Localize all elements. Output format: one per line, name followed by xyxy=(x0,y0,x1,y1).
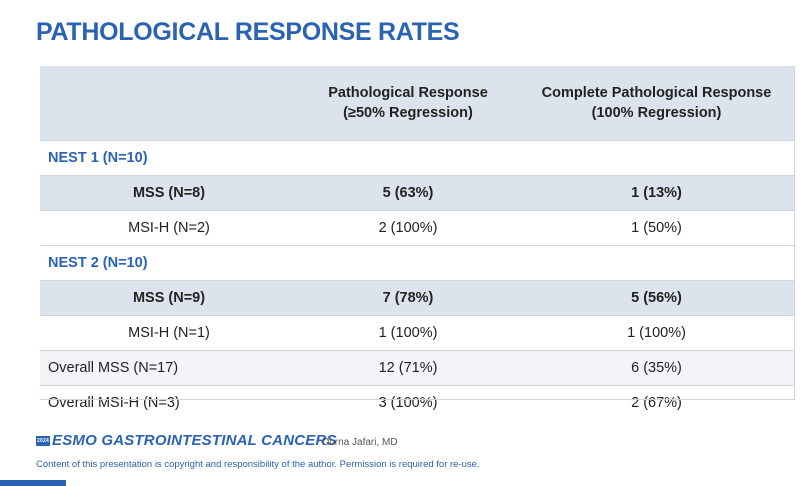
row-label: MSI-H (N=2) xyxy=(40,210,298,246)
slide-title: PATHOLOGICAL RESPONSE RATES xyxy=(36,18,460,46)
table-row: MSI-H (N=1) 1 (100%) 1 (100%) xyxy=(40,315,795,351)
copyright-notice: Content of this presentation is copyrigh… xyxy=(36,459,480,470)
row-label: Overall MSS (N=17) xyxy=(40,350,298,386)
cell-cpr: 1 (13%) xyxy=(518,175,795,211)
cell-pr: 12 (71%) xyxy=(298,350,518,386)
logo-badge: 2024 xyxy=(36,436,50,447)
header-empty-cell xyxy=(40,66,298,141)
cell-cpr: 5 (56%) xyxy=(518,280,795,316)
row-label: MSS (N=8) xyxy=(40,175,298,211)
response-rates-table: Pathological Response (≥50% Regression) … xyxy=(40,66,795,420)
header-cpr-line2: (100% Regression) xyxy=(591,105,722,121)
cell-cpr: 6 (35%) xyxy=(518,350,795,386)
cell-pr: 3 (100%) xyxy=(298,385,518,420)
row-label: MSI-H (N=1) xyxy=(40,315,298,351)
row-label: MSS (N=9) xyxy=(40,280,298,316)
cell-pr: 2 (100%) xyxy=(298,210,518,246)
table-row: MSS (N=8) 5 (63%) 1 (13%) xyxy=(40,175,795,211)
cell-cpr: 1 (50%) xyxy=(518,210,795,246)
header-pathological-response: Pathological Response (≥50% Regression) xyxy=(298,66,518,141)
table-row: MSS (N=9) 7 (78%) 5 (56%) xyxy=(40,280,795,316)
row-label: Overall MSI-H (N=3) xyxy=(40,385,298,420)
logo-text: ESMO GASTROINTESTINAL CANCERS xyxy=(52,432,337,449)
header-pr-line2: (≥50% Regression) xyxy=(343,105,473,121)
table-row-overall-msih: Overall MSI-H (N=3) 3 (100%) 2 (67%) xyxy=(40,385,795,420)
corner-accent-bar xyxy=(0,480,66,486)
cell-pr: 1 (100%) xyxy=(298,315,518,351)
cell-cpr: 2 (67%) xyxy=(518,385,795,420)
header-pr-line1: Pathological Response xyxy=(328,85,488,101)
cell-pr: 7 (78%) xyxy=(298,280,518,316)
group-row-nest1: NEST 1 (N=10) xyxy=(40,140,795,176)
group-row-nest2: NEST 2 (N=10) xyxy=(40,245,795,281)
esmo-logo: 2024 ESMO GASTROINTESTINAL CANCERS xyxy=(36,432,337,449)
cell-cpr: 1 (100%) xyxy=(518,315,795,351)
cell-pr: 5 (63%) xyxy=(298,175,518,211)
header-cpr-line1: Complete Pathological Response xyxy=(541,85,772,101)
presenter-name: Dorna Jafari, MD xyxy=(322,437,398,448)
table-row-overall-mss: Overall MSS (N=17) 12 (71%) 6 (35%) xyxy=(40,350,795,386)
table-header-row: Pathological Response (≥50% Regression) … xyxy=(40,66,795,141)
table-row: MSI-H (N=2) 2 (100%) 1 (50%) xyxy=(40,210,795,246)
group-label: NEST 2 (N=10) xyxy=(40,245,795,281)
header-complete-pathological-response: Complete Pathological Response (100% Reg… xyxy=(518,66,795,141)
group-label: NEST 1 (N=10) xyxy=(40,140,795,176)
